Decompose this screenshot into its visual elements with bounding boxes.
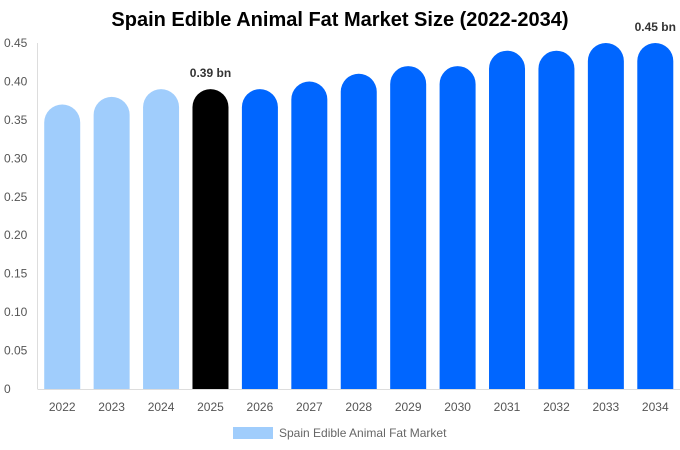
bar-2030 — [439, 66, 476, 389]
x-tick-label: 2032 — [543, 400, 570, 414]
data-label: 0.45 bn — [635, 20, 676, 34]
x-tick-label: 2023 — [98, 400, 125, 414]
y-tick-label: 0.15 — [4, 267, 28, 281]
bar-2029 — [390, 66, 427, 389]
x-tick-label: 2027 — [296, 400, 323, 414]
bar-2031 — [489, 50, 526, 389]
y-tick-label: 0.35 — [4, 113, 28, 127]
x-tick-label: 2031 — [494, 400, 521, 414]
y-tick-label: 0.25 — [4, 190, 28, 204]
bar-2027 — [291, 81, 328, 389]
x-tick-label: 2026 — [247, 400, 274, 414]
bar-2032 — [538, 50, 575, 389]
chart-title: Spain Edible Animal Fat Market Size (202… — [111, 9, 569, 31]
x-tick-label: 2029 — [395, 400, 422, 414]
y-tick-label: 0.10 — [4, 305, 28, 319]
legend-swatch — [233, 427, 273, 439]
legend[interactable]: Spain Edible Animal Fat Market — [233, 426, 446, 440]
bar-2028 — [340, 73, 377, 389]
y-tick-label: 0.05 — [4, 344, 28, 358]
bar-2026 — [241, 89, 278, 389]
x-tick-label: 2030 — [444, 400, 471, 414]
data-label: 0.39 bn — [190, 66, 231, 80]
y-tick-label: 0.30 — [4, 151, 28, 165]
bar-2022 — [44, 104, 81, 389]
y-tick-label: 0.45 — [4, 36, 28, 50]
x-tick-label: 2022 — [49, 400, 76, 414]
x-tick-label: 2025 — [197, 400, 224, 414]
y-tick-label: 0.40 — [4, 74, 28, 88]
bar-2033 — [587, 43, 624, 389]
bar-2025 — [192, 89, 229, 389]
x-tick-label: 2024 — [148, 400, 175, 414]
y-tick-label: 0 — [4, 382, 11, 396]
y-tick-label: 0.20 — [4, 228, 28, 242]
bar-2034 — [637, 43, 674, 389]
x-tick-label: 2033 — [593, 400, 620, 414]
legend-label: Spain Edible Animal Fat Market — [279, 426, 447, 440]
bar-2023 — [93, 96, 130, 390]
x-tick-label: 2028 — [345, 400, 372, 414]
bar-2024 — [143, 89, 180, 389]
x-tick-label: 2034 — [642, 400, 669, 414]
